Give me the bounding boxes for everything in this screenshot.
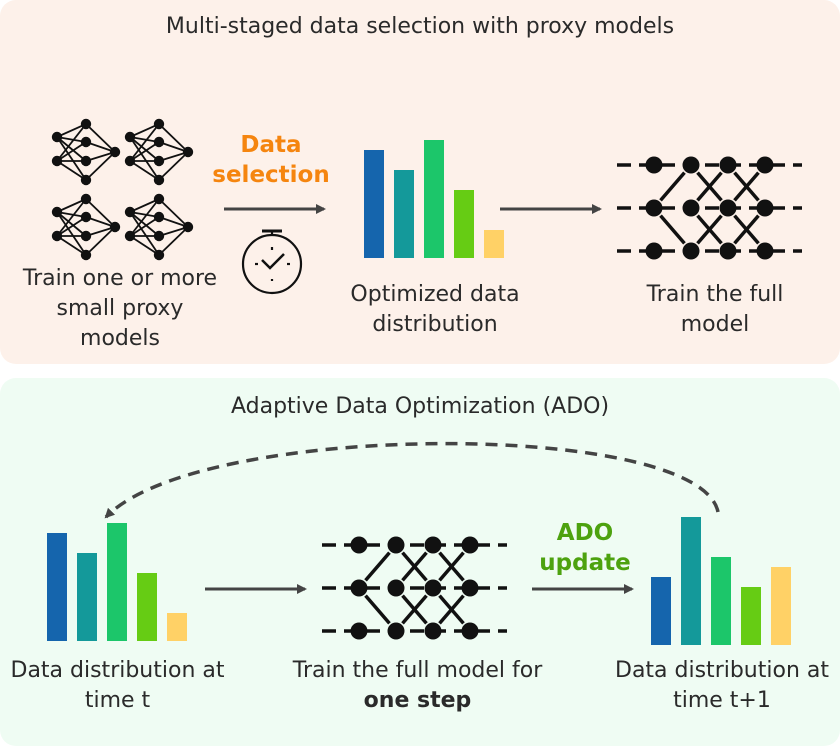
bar	[364, 150, 384, 258]
bar	[137, 573, 157, 641]
optimized-distribution-label: Optimized data distribution	[350, 282, 520, 337]
train-one-step-label: Train the full model for one step	[292, 658, 543, 713]
bar	[394, 170, 414, 258]
bar	[771, 567, 791, 645]
feedback-arrow	[104, 441, 720, 519]
neural-network-icon	[51, 118, 194, 261]
ado-update-label: ADO update	[539, 520, 631, 576]
bar	[651, 577, 671, 645]
distribution-t-label: Data distribution at time t	[10, 658, 225, 713]
bar	[77, 553, 97, 641]
top-panel	[0, 0, 840, 364]
bar	[711, 557, 731, 645]
one-step-text: one step	[363, 688, 472, 713]
bar	[47, 533, 67, 641]
bottom-title: Adaptive Data Optimization (ADO)	[230, 394, 610, 419]
bar	[484, 230, 504, 258]
bar	[107, 523, 127, 641]
data-selection-label: Data selection	[212, 132, 330, 188]
bar	[424, 140, 444, 258]
bar	[454, 190, 474, 258]
top-title: Multi-staged data selection with proxy m…	[165, 14, 675, 39]
distribution-t-chart	[47, 523, 187, 641]
stopwatch-icon	[241, 229, 303, 295]
network-diagram-icon	[322, 536, 507, 640]
bar	[167, 613, 187, 641]
distribution-t1-chart	[651, 517, 791, 645]
proxy-models-label: Train one or more small proxy models	[22, 266, 218, 351]
bar	[741, 587, 761, 645]
train-full-model-label: Train the full model	[646, 282, 784, 337]
network-diagram-icon	[617, 156, 802, 260]
bar	[681, 517, 701, 645]
optimized-distribution-chart	[364, 140, 504, 258]
distribution-t1-label: Data distribution at time t+1	[615, 658, 829, 713]
